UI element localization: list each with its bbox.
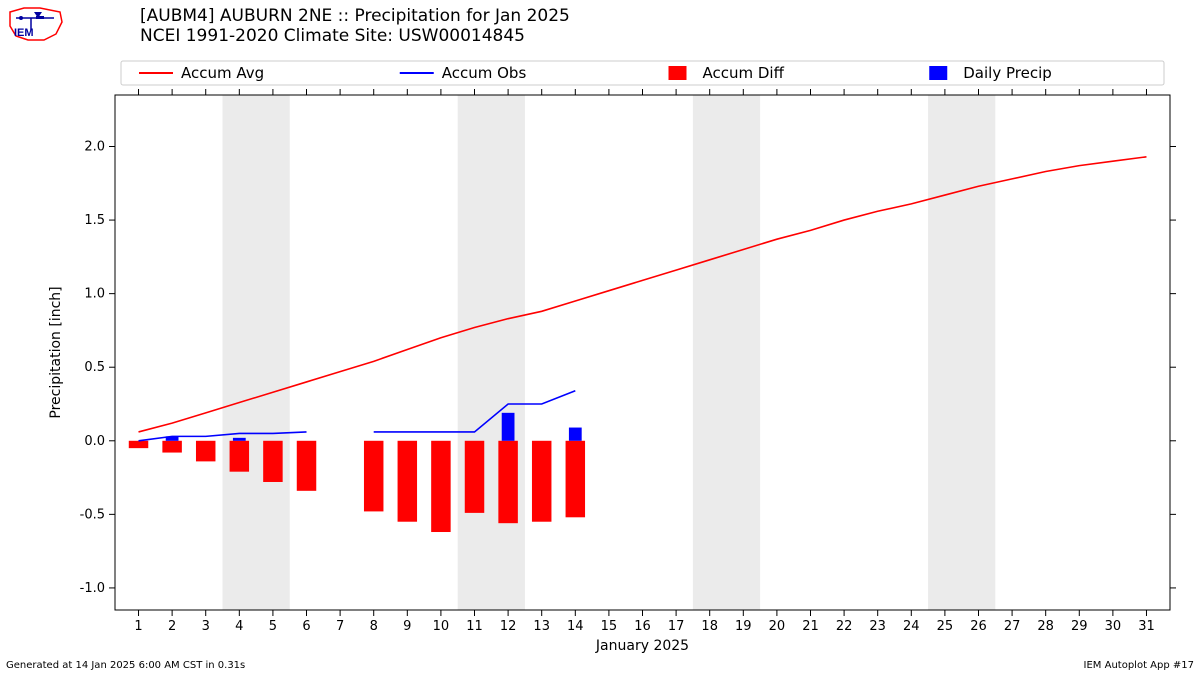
- precipitation-chart: -1.0 -0.5 0.0 0.5 1.0 1.5 2.0 Precipitation [in…: [0, 0, 1200, 675]
- svg-text:14: 14: [567, 619, 584, 634]
- svg-text:9: 9: [403, 619, 411, 634]
- svg-text:30: 30: [1105, 619, 1122, 634]
- svg-text:-1.0: -1.0: [80, 581, 105, 596]
- svg-text:Accum Diff: Accum Diff: [703, 64, 785, 82]
- svg-text:Daily Precip: Daily Precip: [963, 64, 1052, 82]
- svg-text:4: 4: [235, 619, 243, 634]
- svg-text:31: 31: [1138, 619, 1155, 634]
- svg-text:1.0: 1.0: [84, 287, 105, 302]
- svg-text:29: 29: [1071, 619, 1088, 634]
- svg-text:27: 27: [1004, 619, 1021, 634]
- svg-text:17: 17: [668, 619, 685, 634]
- generated-timestamp: Generated at 14 Jan 2025 6:00 AM CST in …: [6, 660, 245, 671]
- svg-text:13: 13: [533, 619, 550, 634]
- svg-text:Accum Avg: Accum Avg: [181, 64, 264, 82]
- svg-text:0.0: 0.0: [84, 434, 105, 449]
- svg-text:0.5: 0.5: [84, 360, 105, 375]
- svg-text:28: 28: [1037, 619, 1054, 634]
- svg-text:16: 16: [634, 619, 651, 634]
- svg-text:1.5: 1.5: [84, 213, 105, 228]
- svg-text:18: 18: [701, 619, 718, 634]
- svg-text:22: 22: [836, 619, 853, 634]
- svg-text:2.0: 2.0: [84, 140, 105, 155]
- svg-text:8: 8: [370, 619, 378, 634]
- svg-text:6: 6: [302, 619, 310, 634]
- svg-text:21: 21: [802, 619, 819, 634]
- svg-text:January 2025: January 2025: [595, 638, 689, 654]
- svg-text:20: 20: [769, 619, 786, 634]
- svg-text:7: 7: [336, 619, 344, 634]
- svg-text:Precipitation [inch]: Precipitation [inch]: [48, 286, 64, 418]
- app-credit: IEM Autoplot App #17: [1084, 660, 1194, 671]
- svg-text:26: 26: [970, 619, 987, 634]
- svg-text:19: 19: [735, 619, 752, 634]
- svg-text:25: 25: [937, 619, 954, 634]
- svg-text:1: 1: [134, 619, 142, 634]
- svg-text:10: 10: [433, 619, 450, 634]
- svg-text:Accum Obs: Accum Obs: [442, 64, 527, 82]
- svg-text:2: 2: [168, 619, 176, 634]
- svg-text:3: 3: [202, 619, 210, 634]
- svg-text:24: 24: [903, 619, 920, 634]
- svg-text:12: 12: [500, 619, 517, 634]
- svg-text:5: 5: [269, 619, 277, 634]
- svg-text:11: 11: [466, 619, 483, 634]
- svg-text:15: 15: [601, 619, 618, 634]
- svg-text:23: 23: [869, 619, 886, 634]
- svg-text:-0.5: -0.5: [80, 507, 105, 522]
